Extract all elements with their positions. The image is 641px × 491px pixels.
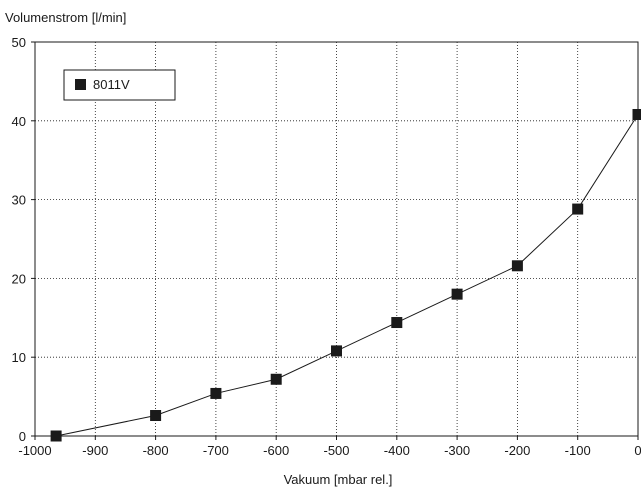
data-point xyxy=(511,260,523,272)
y-axis-title: Volumenstrom [l/min] xyxy=(5,10,126,25)
data-point xyxy=(632,108,641,120)
x-tick-label: -200 xyxy=(504,443,530,458)
data-point xyxy=(391,317,403,329)
data-point xyxy=(451,288,463,300)
x-tick-label: -300 xyxy=(444,443,470,458)
x-tick-label: 0 xyxy=(634,443,641,458)
data-point xyxy=(270,373,282,385)
series-group xyxy=(50,108,641,442)
x-axis-title: Vakuum [mbar rel.] xyxy=(284,472,393,487)
legend-label: 8011V xyxy=(93,77,130,92)
y-tick-label: 40 xyxy=(12,114,26,129)
data-point xyxy=(331,345,342,357)
y-tick-label: 20 xyxy=(12,271,26,286)
y-tick-label: 10 xyxy=(12,350,26,365)
x-tick-label: -800 xyxy=(143,443,169,458)
plot-frame xyxy=(34,41,639,437)
y-tick-label: 50 xyxy=(12,35,26,50)
x-tick-label: -400 xyxy=(384,443,410,458)
data-point xyxy=(150,410,162,422)
legend: 8011V xyxy=(63,69,176,101)
x-tick-label: -500 xyxy=(323,443,349,458)
x-tick-label: -600 xyxy=(263,443,289,458)
axis-ticks: -1000 -900 -800 -700 -600 -500 -400 -300 -200 -10… xyxy=(12,35,641,458)
x-tick-label: -100 xyxy=(565,443,591,458)
data-point xyxy=(572,203,584,215)
grid xyxy=(35,42,638,436)
x-tick-label: -700 xyxy=(203,443,229,458)
y-tick-label: 30 xyxy=(12,193,26,208)
data-point xyxy=(210,387,222,399)
series-line xyxy=(56,114,639,437)
x-tick-label: -900 xyxy=(82,443,108,458)
y-tick-label: 0 xyxy=(19,429,26,444)
x-tick-label: -1000 xyxy=(18,443,51,458)
legend-marker xyxy=(75,79,86,90)
data-point xyxy=(50,430,62,442)
